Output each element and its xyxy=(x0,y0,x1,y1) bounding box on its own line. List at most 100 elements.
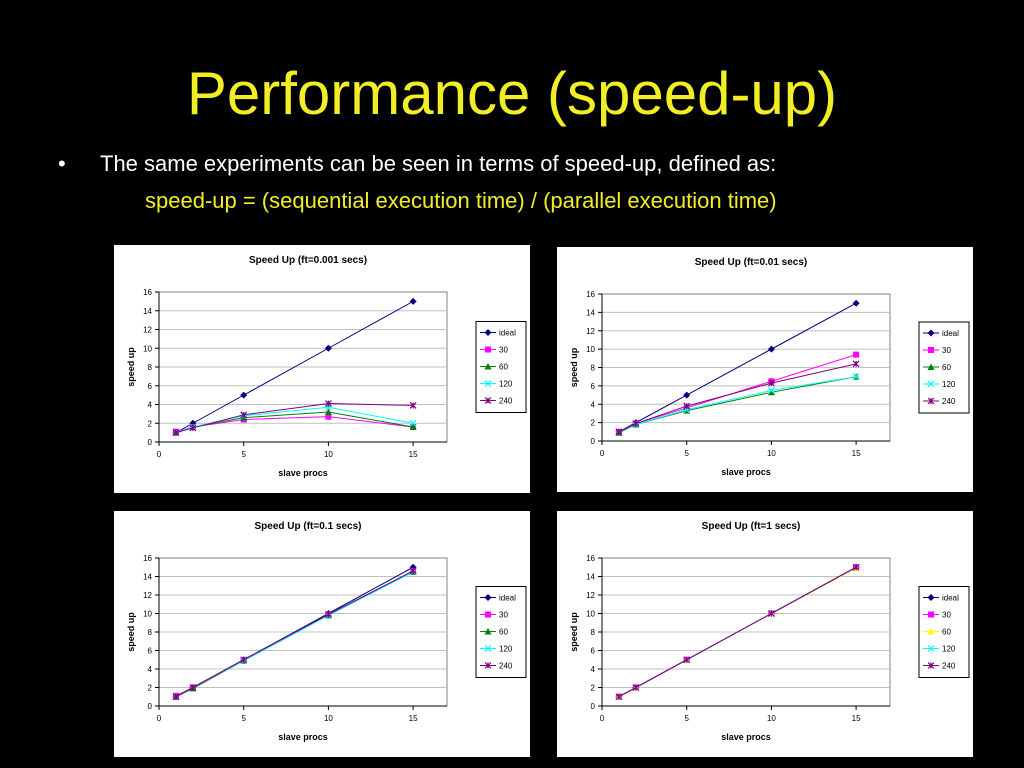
bullet-symbol: • xyxy=(58,151,66,176)
y-tick-label: 4 xyxy=(148,665,153,674)
data-point xyxy=(615,428,623,436)
legend-marker xyxy=(485,346,491,353)
y-tick-label: 8 xyxy=(148,628,153,637)
legend-label: 120 xyxy=(499,645,513,654)
legend-item: 240 xyxy=(480,397,513,406)
legend-item: 30 xyxy=(480,611,508,620)
y-tick-label: 6 xyxy=(591,382,596,391)
chart-svg: Speed Up (ft=1 secs) 0 2 4 6 8 10 12 14 16 0 5 10 15 s… xyxy=(569,521,970,742)
bullet-text: The same experiments can be seen in term… xyxy=(100,151,777,176)
legend-marker xyxy=(484,363,492,370)
y-tick-label: 14 xyxy=(143,307,152,316)
legend-marker xyxy=(484,397,492,404)
data-point xyxy=(683,391,691,399)
legend-marker xyxy=(927,594,935,601)
legend-item: 240 xyxy=(480,662,513,671)
y-tick-label: 2 xyxy=(591,684,596,693)
legend-label: ideal xyxy=(499,594,516,603)
series-240 xyxy=(172,400,417,437)
speedup-formula: speed-up = (sequential execution time) /… xyxy=(145,188,777,213)
legend-label: 60 xyxy=(942,363,951,372)
legend-item: 120 xyxy=(480,645,513,654)
x-tick-label: 10 xyxy=(767,449,776,458)
y-tick-label: 4 xyxy=(591,665,596,674)
legend-marker xyxy=(484,329,492,336)
data-point xyxy=(324,400,332,407)
y-tick-label: 10 xyxy=(143,610,152,619)
x-tick-label: 0 xyxy=(600,449,605,458)
x-tick-label: 5 xyxy=(684,449,689,458)
chart-title: Speed Up (ft=1 secs) xyxy=(702,521,801,532)
chart-panel-ft-001: Speed Up (ft=0.01 secs) 0 2 4 6 8 10 12 14 16 0 5 10… xyxy=(557,247,973,492)
data-point xyxy=(240,656,248,664)
y-tick-label: 6 xyxy=(148,647,153,656)
legend-item: 120 xyxy=(923,645,956,654)
data-point xyxy=(767,388,775,396)
data-point xyxy=(240,411,248,419)
chart-title: Speed Up (ft=0.01 secs) xyxy=(695,257,808,268)
y-tick-label: 0 xyxy=(591,437,596,446)
y-tick-label: 14 xyxy=(586,308,595,317)
legend-marker xyxy=(927,397,935,405)
data-point xyxy=(615,693,623,701)
series-240 xyxy=(172,567,417,701)
legend-marker xyxy=(927,662,935,669)
x-tick-label: 5 xyxy=(241,450,246,459)
y-tick-label: 0 xyxy=(591,702,596,711)
y-tick-label: 10 xyxy=(586,345,595,354)
legend-marker xyxy=(485,611,491,618)
data-point xyxy=(409,297,417,305)
legend-marker xyxy=(928,611,934,618)
legend-item: ideal xyxy=(480,594,516,603)
legend-marker xyxy=(484,628,492,635)
y-axis-label: speed up xyxy=(126,612,136,652)
chart-svg: Speed Up (ft=0.001 secs) 0 2 4 6 8 10 12 14 16 0 5 1… xyxy=(126,255,527,478)
legend-item: 120 xyxy=(923,380,956,389)
data-point xyxy=(853,351,860,358)
y-tick-label: 6 xyxy=(591,647,596,656)
legend-label: ideal xyxy=(499,329,516,338)
y-tick-label: 16 xyxy=(586,554,595,563)
y-tick-label: 10 xyxy=(586,610,595,619)
x-tick-label: 0 xyxy=(157,714,162,723)
chart-svg: Speed Up (ft=0.01 secs) 0 2 4 6 8 10 12 14 16 0 5 10… xyxy=(569,257,970,477)
y-tick-label: 4 xyxy=(591,400,596,409)
legend-label: 30 xyxy=(942,346,951,355)
chart-title: Speed Up (ft=0.001 secs) xyxy=(249,255,367,266)
chart-panel-ft-0001: Speed Up (ft=0.001 secs) 0 2 4 6 8 10 12 14 16 0 5 1… xyxy=(114,245,530,493)
x-axis-label: slave procs xyxy=(721,732,771,742)
legend-label: 60 xyxy=(499,363,508,372)
data-point xyxy=(632,420,640,427)
legend-marker xyxy=(927,380,935,388)
data-point xyxy=(683,402,691,410)
y-tick-label: 16 xyxy=(143,288,152,297)
legend-marker xyxy=(484,380,492,387)
y-tick-label: 6 xyxy=(148,382,153,391)
y-tick-label: 8 xyxy=(591,628,596,637)
legend-item: 30 xyxy=(923,611,951,620)
y-axis-label: speed up xyxy=(569,347,579,387)
x-tick-label: 10 xyxy=(324,714,333,723)
y-tick-label: 2 xyxy=(148,419,153,428)
data-point xyxy=(852,299,860,307)
series-240 xyxy=(615,563,860,701)
legend-marker xyxy=(927,628,935,635)
data-point xyxy=(324,611,332,618)
y-tick-label: 12 xyxy=(586,327,595,336)
data-point xyxy=(409,567,417,575)
data-point xyxy=(632,684,640,691)
data-point xyxy=(172,429,180,437)
legend-item: 240 xyxy=(923,662,956,671)
legend-label: 240 xyxy=(499,662,513,671)
data-point xyxy=(172,693,180,701)
y-tick-label: 14 xyxy=(586,573,595,582)
x-tick-label: 15 xyxy=(409,450,418,459)
x-tick-label: 0 xyxy=(600,714,605,723)
y-tick-label: 10 xyxy=(143,344,152,353)
data-point xyxy=(409,402,417,409)
y-tick-label: 0 xyxy=(148,438,153,447)
x-tick-label: 10 xyxy=(767,714,776,723)
y-tick-label: 16 xyxy=(143,554,152,563)
x-tick-label: 15 xyxy=(409,714,418,723)
x-axis-label: slave procs xyxy=(721,467,771,477)
